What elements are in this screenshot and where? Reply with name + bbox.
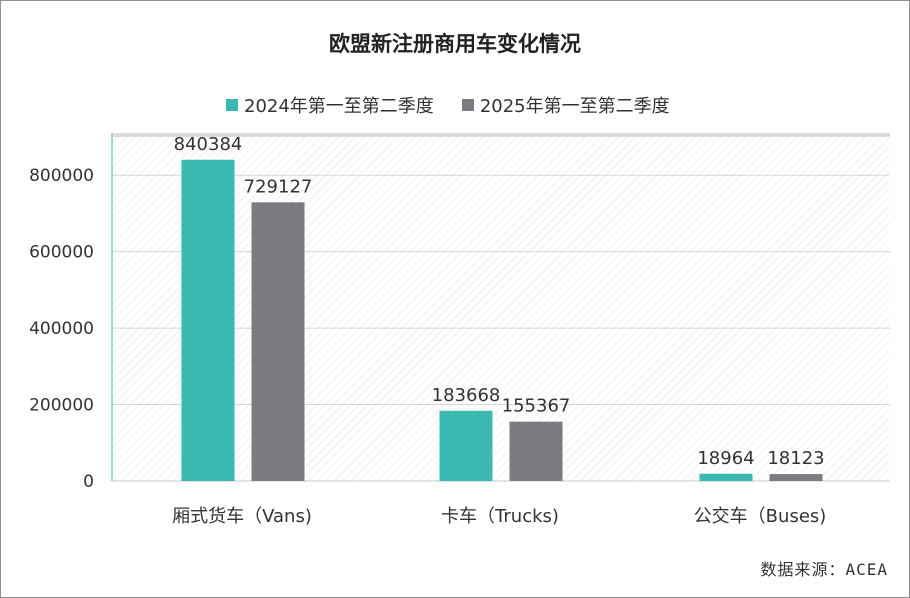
legend-item-2025: 2025年第一至第二季度 xyxy=(461,92,670,118)
bar-2025-0 xyxy=(251,202,305,481)
bar-2025-2 xyxy=(769,474,823,481)
y-tick-label: 400000 xyxy=(29,319,94,339)
y-tick-label: 0 xyxy=(83,472,94,492)
bar-2024-0 xyxy=(181,159,235,481)
data-label: 840384 xyxy=(174,134,243,155)
y-tick-label: 800000 xyxy=(29,166,94,186)
legend: 2024年第一至第二季度 2025年第一至第二季度 xyxy=(226,92,670,118)
legend-swatch-2025 xyxy=(461,99,474,111)
legend-label-2024: 2024年第一至第二季度 xyxy=(244,96,434,117)
bar-2025-1 xyxy=(509,421,563,481)
y-tick-label: 200000 xyxy=(29,396,94,416)
y-tick-label: 600000 xyxy=(29,243,94,263)
x-tick-label: 公交车（Buses) xyxy=(694,506,827,527)
data-label: 155367 xyxy=(502,396,571,417)
data-label: 18964 xyxy=(697,448,754,469)
legend-swatch-2024 xyxy=(226,99,238,111)
plot-top-band xyxy=(112,133,890,137)
data-label: 729127 xyxy=(244,176,313,197)
x-tick-label: 厢式货车（Vans) xyxy=(172,506,312,527)
data-label: 183668 xyxy=(432,385,501,406)
plot-area xyxy=(112,137,890,481)
bar-2024-1 xyxy=(439,410,493,481)
chart-title: 欧盟新注册商用车变化情况 xyxy=(329,32,581,56)
data-label: 18123 xyxy=(767,448,824,469)
bar-2024-2 xyxy=(699,473,753,481)
x-tick-label: 卡车（Trucks) xyxy=(441,506,559,527)
legend-label-2025: 2025年第一至第二季度 xyxy=(479,96,670,117)
data-source: 数据来源：ACEA xyxy=(760,560,888,579)
legend-item-2024: 2024年第一至第二季度 xyxy=(226,92,434,118)
